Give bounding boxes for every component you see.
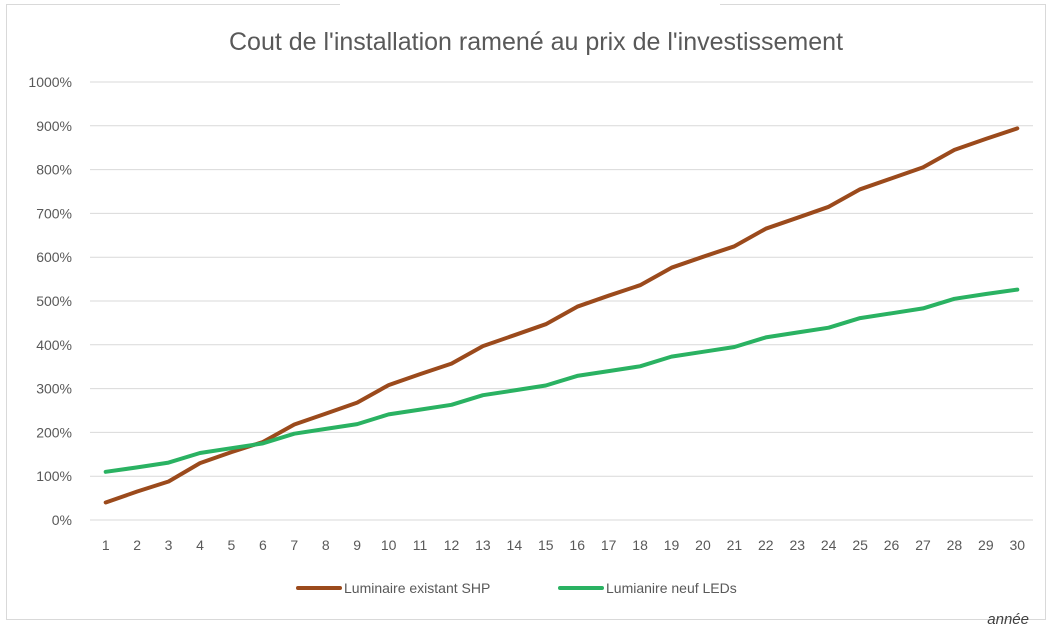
x-tick-label: 5: [228, 537, 236, 553]
x-tick-label: 22: [758, 537, 774, 553]
y-tick-label: 0%: [52, 512, 72, 528]
x-tick-label: 23: [789, 537, 805, 553]
x-tick-label: 1: [102, 537, 110, 553]
x-tick-label: 15: [538, 537, 554, 553]
y-tick-label: 800%: [36, 162, 72, 178]
series-lines: [103, 126, 1020, 505]
x-tick-label: 26: [884, 537, 900, 553]
x-tick-label: 3: [165, 537, 173, 553]
title-backdrop: [340, 0, 720, 8]
x-tick-label: 12: [444, 537, 460, 553]
y-tick-label: 900%: [36, 118, 72, 134]
x-tick-label: 25: [852, 537, 868, 553]
gridlines: [90, 81, 1033, 521]
legend-label-2: Lumianire neuf LEDs: [606, 580, 737, 596]
x-tick-label: 27: [915, 537, 931, 553]
y-tick-label: 700%: [36, 205, 72, 221]
x-tick-label: 10: [381, 537, 397, 553]
y-tick-labels: 0% 100% 200% 300% 400% 500% 600% 700% 800% 900% 10…: [28, 74, 72, 528]
x-tick-label: 28: [947, 537, 963, 553]
x-tick-label: 9: [353, 537, 361, 553]
x-tick-label: 6: [259, 537, 267, 553]
y-tick-label: 100%: [36, 468, 72, 484]
x-tick-label: 11: [413, 537, 428, 553]
chart-title: Cout de l'installation ramené au prix de…: [229, 28, 843, 56]
chart-frame: [6, 4, 1046, 620]
x-tick-label: 18: [632, 537, 648, 553]
x-tick-label: 7: [290, 537, 298, 553]
y-tick-label: 400%: [36, 337, 72, 353]
x-tick-label: 20: [695, 537, 711, 553]
x-tick-label: 13: [475, 537, 491, 553]
x-tick-label: 30: [1009, 537, 1025, 553]
y-tick-label: 600%: [36, 249, 72, 265]
x-tick-label: 16: [569, 537, 585, 553]
y-tick-label: 500%: [36, 293, 72, 309]
x-tick-label: 4: [196, 537, 204, 553]
x-tick-label: 14: [507, 537, 523, 553]
x-tick-label: 8: [322, 537, 330, 553]
x-tick-label: 24: [821, 537, 837, 553]
y-tick-label: 1000%: [28, 74, 72, 90]
x-tick-label: 17: [601, 537, 617, 553]
legend: Luminaire existant SHP Lumianire neuf LED…: [296, 580, 737, 596]
series-line-2: [103, 287, 1020, 474]
x-tick-label: 19: [664, 537, 680, 553]
x-tick-label: 21: [727, 537, 743, 553]
x-tick-labels: 1 2 3 4 5 6 7 8 9 10 11 12 13 14 15 16 17 18 19 20 21 22 23 24 2…: [102, 537, 1025, 553]
x-axis-label: année: [987, 611, 1029, 626]
x-tick-label: 2: [133, 537, 141, 553]
y-tick-label: 300%: [36, 381, 72, 397]
legend-label-1: Luminaire existant SHP: [344, 580, 490, 596]
x-tick-label: 29: [978, 537, 994, 553]
y-tick-label: 200%: [36, 424, 72, 440]
